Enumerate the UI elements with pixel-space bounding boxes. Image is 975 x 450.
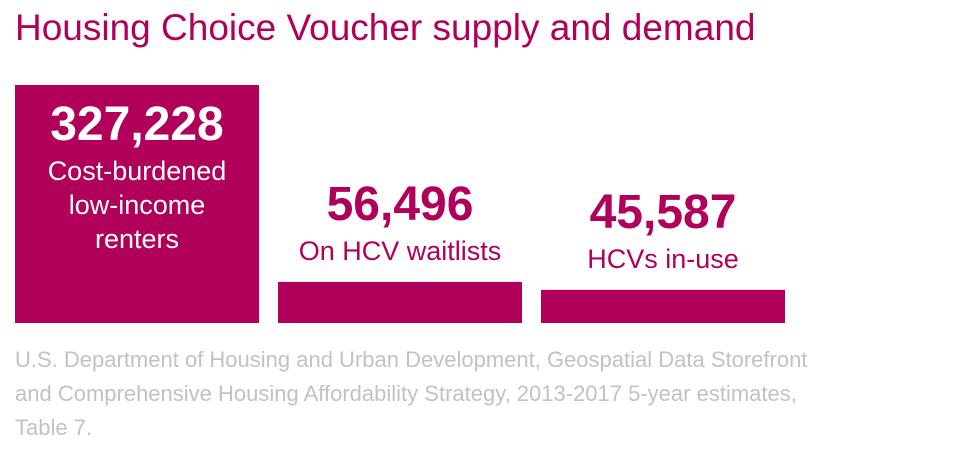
- category-label-1-line-2: low-income: [69, 190, 206, 220]
- bar-3: [541, 289, 785, 323]
- source-note: U.S. Department of Housing and Urban Dev…: [15, 347, 808, 440]
- category-label-3-line-1: HCVs in-use: [587, 244, 739, 274]
- bar-1: [15, 85, 259, 323]
- bar-2: [278, 281, 522, 323]
- chart-title: Housing Choice Voucher supply and demand: [15, 7, 756, 48]
- value-label-3: 45,587: [590, 186, 737, 239]
- category-label-2-line-1: On HCV waitlists: [299, 236, 502, 266]
- value-label-1: 327,228: [50, 98, 224, 151]
- category-label-1-line-3: renters: [95, 224, 179, 254]
- value-label-2: 56,496: [327, 178, 474, 231]
- category-label-1-line-1: Cost-burdened: [48, 156, 227, 186]
